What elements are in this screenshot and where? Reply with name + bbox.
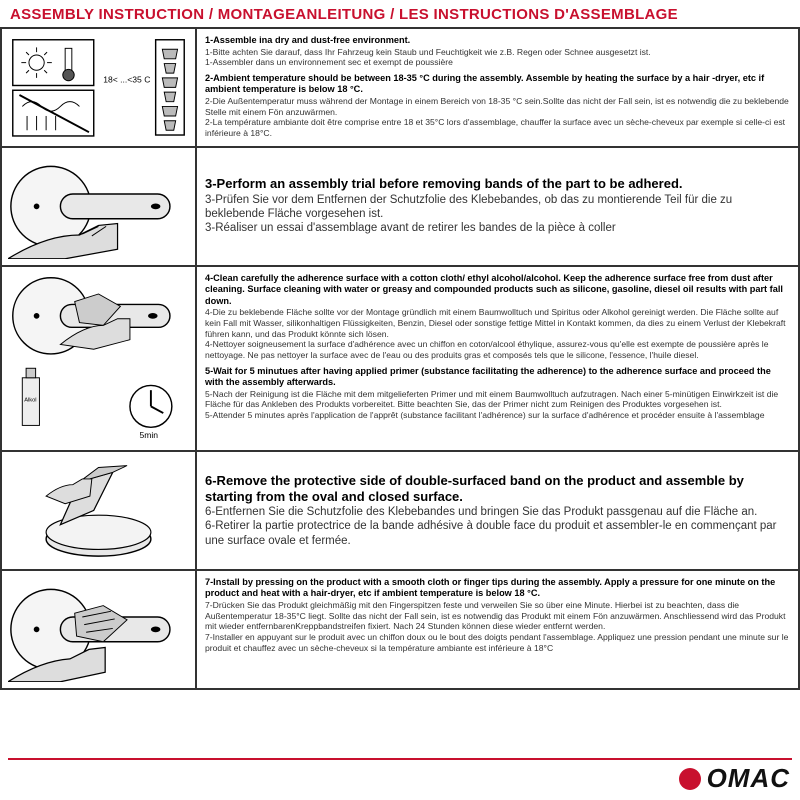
table-row: 18< ...<35 C 1-Assemble ina dry and dust… [2,29,798,148]
env-icon: 18< ...<35 C [8,35,189,140]
step3-de: 3-Prüfen Sie vor dem Entfernen der Schut… [205,193,790,222]
step3-en: 3-Perform an assembly trial before remov… [205,176,790,192]
clean-icon: Alkol 5min [8,273,189,444]
step4-en: 4-Clean carefully the adherence surface … [205,273,790,308]
illustration-trial [2,148,197,265]
step5-de: 5-Nach der Reinigung ist die Fläche mit … [205,389,790,410]
step2-de: 2-Die Außentemperatur muss während der M… [205,96,790,117]
press-icon [8,577,189,682]
footer-divider [8,758,792,760]
step4-fr: 4-Nettoyer soigneusement la surface d'ad… [205,339,790,360]
illustration-peel [2,452,197,569]
step3-fr: 3-Réaliser un essai d'assemblage avant d… [205,221,790,235]
text-cell: 6-Remove the protective side of double-s… [197,452,798,569]
step2-fr: 2-La température ambiante doit être comp… [205,117,790,138]
illustration-clean-primer: Alkol 5min [2,267,197,450]
instruction-table: 18< ...<35 C 1-Assemble ina dry and dust… [0,27,800,690]
peel-icon [8,458,189,563]
handle-trial-icon [8,154,189,259]
step7-en: 7-Install by pressing on the product wit… [205,577,790,600]
step4-de: 4-Die zu beklebende Fläche sollte vor de… [205,307,790,339]
brand-dot-icon [679,768,701,790]
svg-text:Alkol: Alkol [24,397,36,403]
temp-label: 18< ...<35 C [103,75,150,85]
step5-fr: 5-Attender 5 minutes après l'application… [205,410,790,421]
step6-de: 6-Entfernen Sie die Schutzfolie des Kleb… [205,505,790,519]
text-cell: 1-Assemble ina dry and dust-free environ… [197,29,798,146]
step1-fr: 1-Assembler dans un environnement sec et… [205,57,790,68]
illustration-press [2,571,197,688]
text-cell: 3-Perform an assembly trial before remov… [197,148,798,265]
illustration-environment: 18< ...<35 C [2,29,197,146]
step7-fr: 7-Installer en appuyant sur le produit a… [205,632,790,653]
table-row: 6-Remove the protective side of double-s… [2,452,798,571]
svg-text:5min: 5min [139,429,158,439]
table-row: Alkol 5min 4-Clean carefully the adheren… [2,267,798,452]
step1-de: 1-Bitte achten Sie darauf, dass Ihr Fahr… [205,47,790,58]
step6-en: 6-Remove the protective side of double-s… [205,473,790,506]
step7-de: 7-Drücken Sie das Produkt gleichmäßig mi… [205,600,790,632]
page-title: ASSEMBLY INSTRUCTION / MONTAGEANLEITUNG … [0,0,800,27]
text-cell: 7-Install by pressing on the product wit… [197,571,798,688]
step2-en: 2-Ambient temperature should be between … [205,73,790,96]
step6-fr: 6-Retirer la partie protectrice de la ba… [205,519,790,548]
brand-text: OMAC [707,763,790,794]
step5-en: 5-Wait for 5 minutues after having appli… [205,366,790,389]
brand-logo: OMAC [679,763,790,794]
table-row: 3-Perform an assembly trial before remov… [2,148,798,267]
text-cell: 4-Clean carefully the adherence surface … [197,267,798,450]
table-row: 7-Install by pressing on the product wit… [2,571,798,688]
step1-en: 1-Assemble ina dry and dust-free environ… [205,35,790,47]
